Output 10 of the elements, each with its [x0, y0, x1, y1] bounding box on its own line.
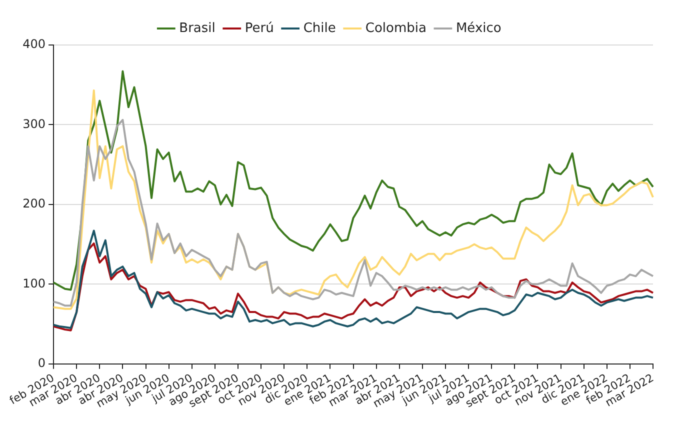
y-tick-label: 400: [22, 37, 46, 52]
legend-label: Perú: [244, 20, 274, 36]
y-tick-label: 100: [22, 276, 46, 290]
legend-label: Brasil: [179, 20, 216, 36]
y-tick-label: 200: [22, 196, 46, 211]
legend-label: Colombia: [365, 20, 426, 36]
legend-label: Chile: [303, 20, 336, 36]
legend-label: México: [456, 20, 502, 36]
y-tick-label: 300: [22, 116, 46, 131]
y-tick-label: 0: [38, 356, 46, 370]
